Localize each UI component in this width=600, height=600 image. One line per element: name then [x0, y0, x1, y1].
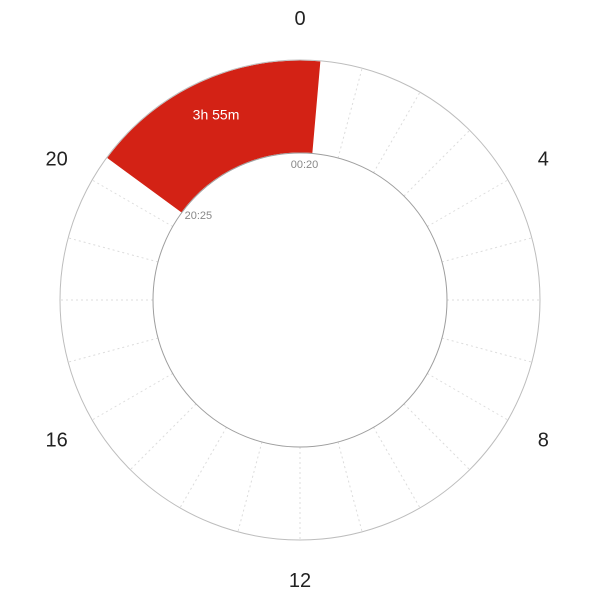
label-layer: 0 4 8 12 16 20: [46, 8, 549, 592]
grid-line-hour-9: [403, 403, 471, 471]
grid-line-hour-4: [427, 179, 509, 227]
grid-line-hour-11: [337, 441, 363, 532]
hour-label-20: 20: [46, 149, 68, 171]
grid-line-hour-3: [403, 129, 471, 197]
outer-ring: [59, 59, 541, 541]
hour-label-0: 0: [294, 8, 305, 30]
segment-start-label: 20:25: [185, 210, 213, 222]
segment-text-layer: 3h 55m 20:25 00:20: [185, 107, 319, 222]
grid-line-hour-8: [427, 373, 509, 421]
hour-label-12: 12: [289, 570, 311, 592]
hour-label-4: 4: [538, 149, 549, 171]
grid-layer: [60, 60, 540, 540]
grid-line-hour-10: [373, 427, 421, 509]
sleep-segment-0[interactable]: [105, 59, 322, 214]
inner-ring: [152, 152, 448, 448]
hour-label-16: 16: [46, 430, 68, 452]
grid-line-hour-5: [441, 237, 532, 263]
grid-line-hour-17: [68, 337, 159, 363]
grid-line-hour-2: [373, 91, 421, 173]
grid-line-hour-1: [337, 68, 363, 159]
segment-layer: [105, 59, 322, 214]
segment-duration-label: 3h 55m: [193, 107, 240, 123]
hour-label-8: 8: [538, 430, 549, 452]
segment-end-label: 00:20: [291, 159, 319, 171]
grid-line-hour-14: [179, 427, 227, 509]
grid-line-hour-7: [441, 337, 532, 363]
grid-line-hour-19: [68, 237, 159, 263]
grid-line-hour-13: [237, 441, 263, 532]
grid-line-hour-20: [91, 179, 173, 227]
grid-line-hour-16: [91, 373, 173, 421]
grid-line-hour-15: [129, 403, 197, 471]
